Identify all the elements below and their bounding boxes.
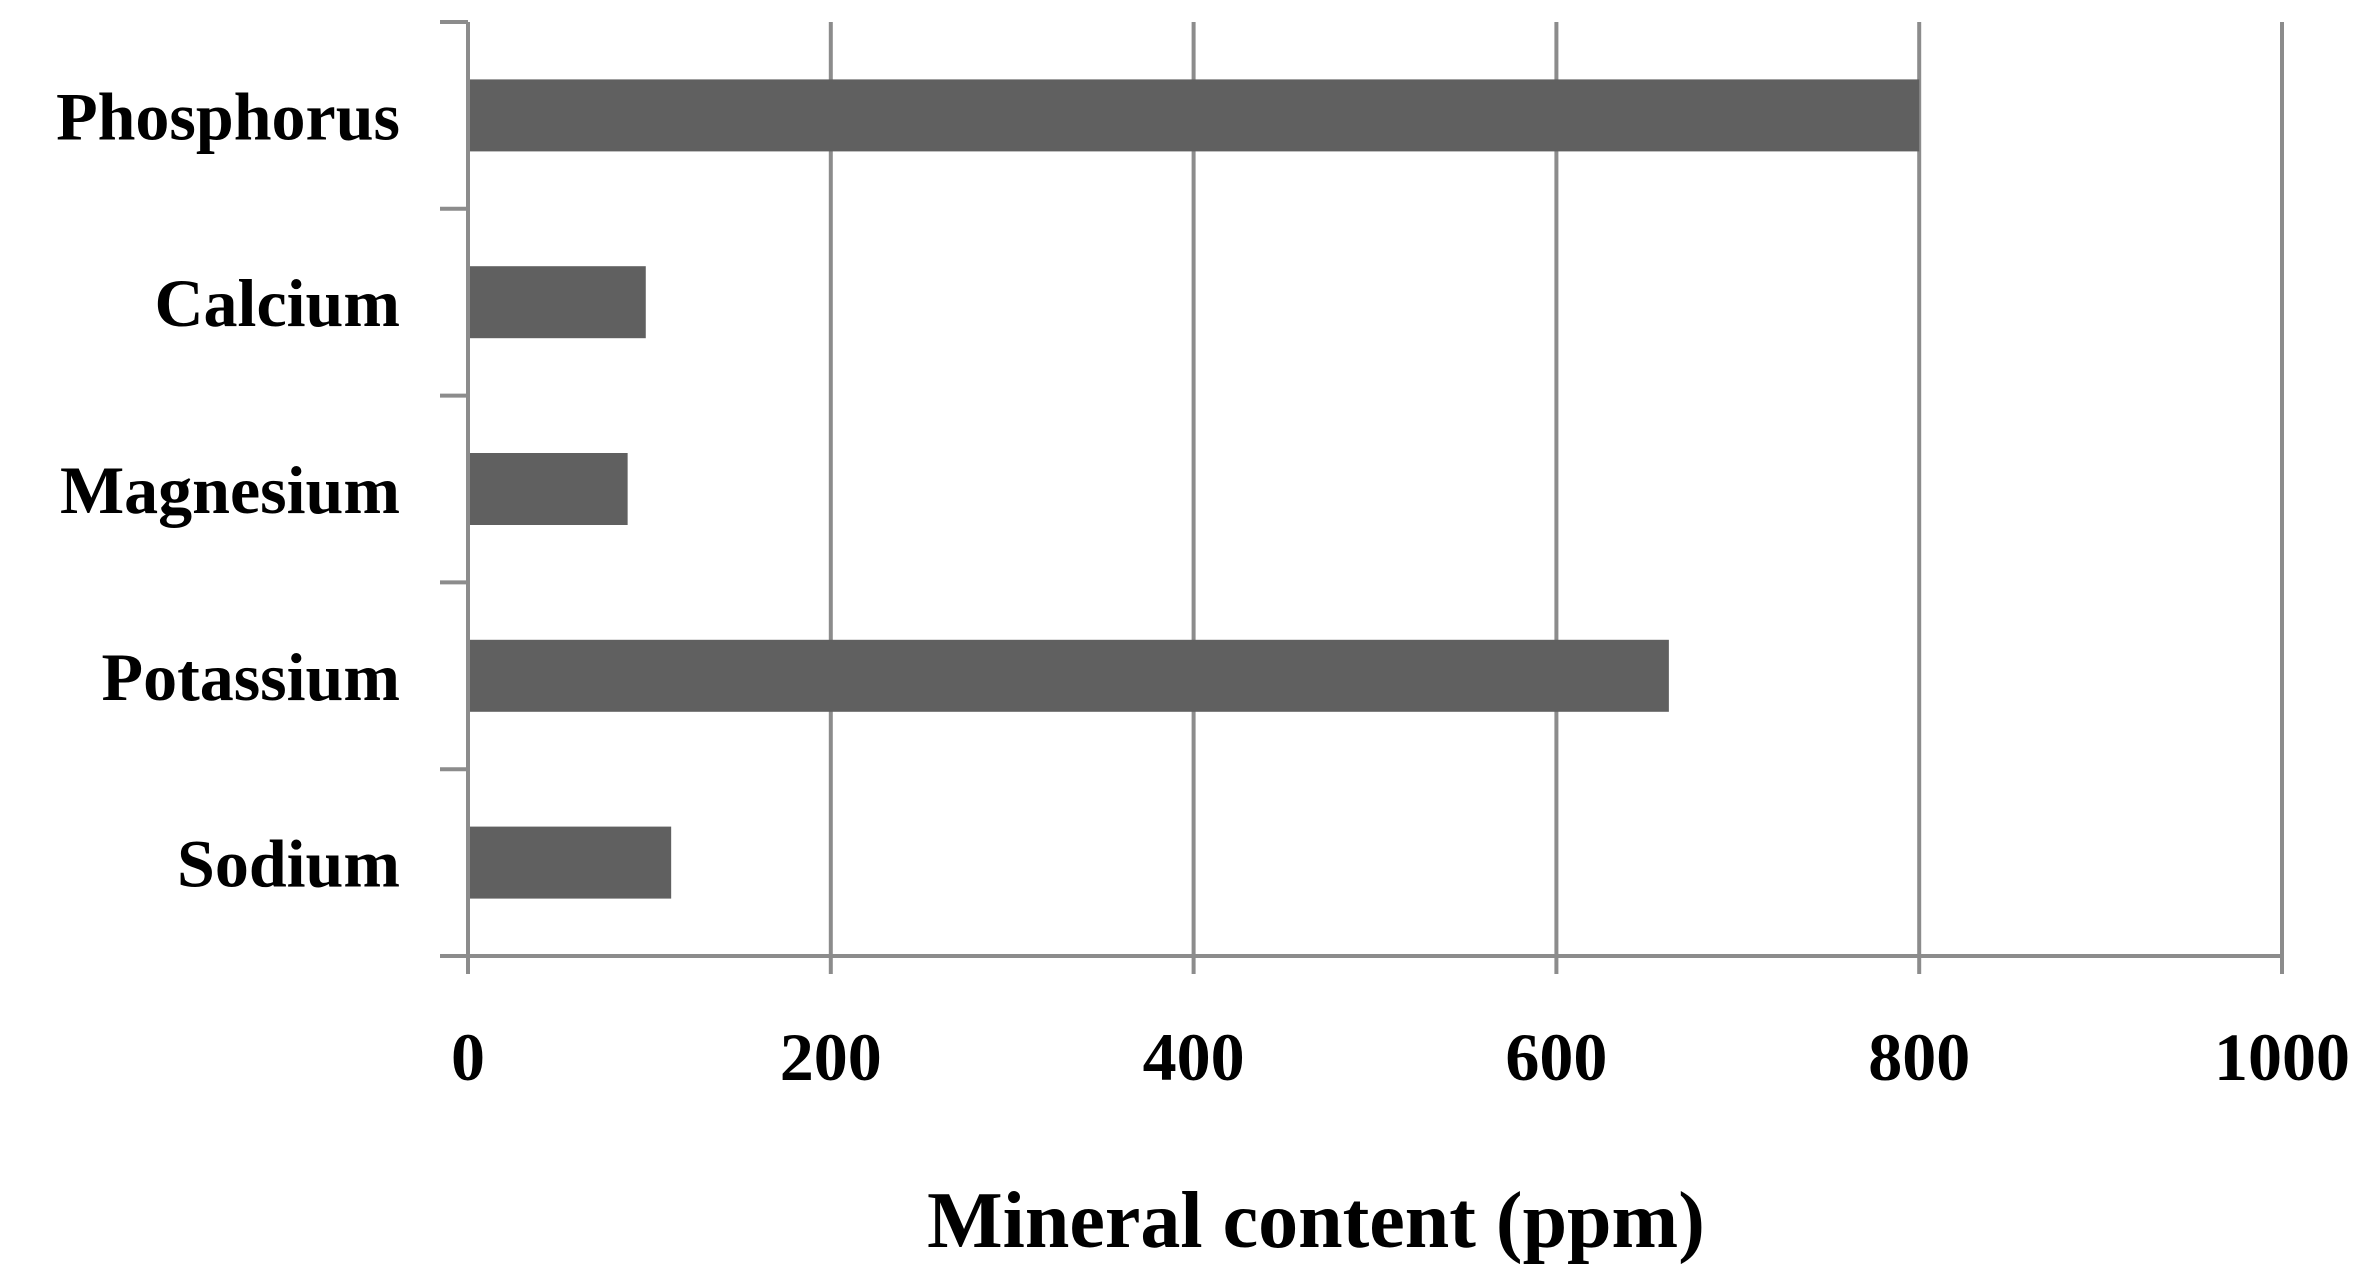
axes xyxy=(440,20,2282,974)
tick-labels: 0 200 400 600 800 1000 xyxy=(451,1019,2350,1095)
bar-magnesium xyxy=(468,453,628,525)
bar-phosphorus xyxy=(468,79,1920,152)
bar-calcium xyxy=(468,266,646,339)
x-tick-label-400: 400 xyxy=(1143,1019,1245,1095)
category-label-phosphorus: Phosphorus xyxy=(56,78,400,154)
x-tick-label-0: 0 xyxy=(451,1019,485,1095)
x-tick-label-600: 600 xyxy=(1505,1019,1607,1095)
category-label-calcium: Calcium xyxy=(154,265,400,341)
x-tick-label-1000: 1000 xyxy=(2214,1019,2350,1095)
bars xyxy=(468,79,1920,899)
gridlines xyxy=(828,22,2284,974)
category-label-sodium: Sodium xyxy=(177,826,400,902)
x-tick-label-200: 200 xyxy=(780,1019,882,1095)
x-axis-title: Mineral content (ppm) xyxy=(927,1177,1705,1265)
bar-potassium xyxy=(468,639,1669,712)
category-labels: Phosphorus Calcium Magnesium Potassium Sodiu… xyxy=(56,78,400,901)
category-label-magnesium: Magnesium xyxy=(60,452,400,528)
x-tick-label-800: 800 xyxy=(1868,1019,1970,1095)
bar-sodium xyxy=(468,826,672,899)
category-label-potassium: Potassium xyxy=(102,639,400,715)
